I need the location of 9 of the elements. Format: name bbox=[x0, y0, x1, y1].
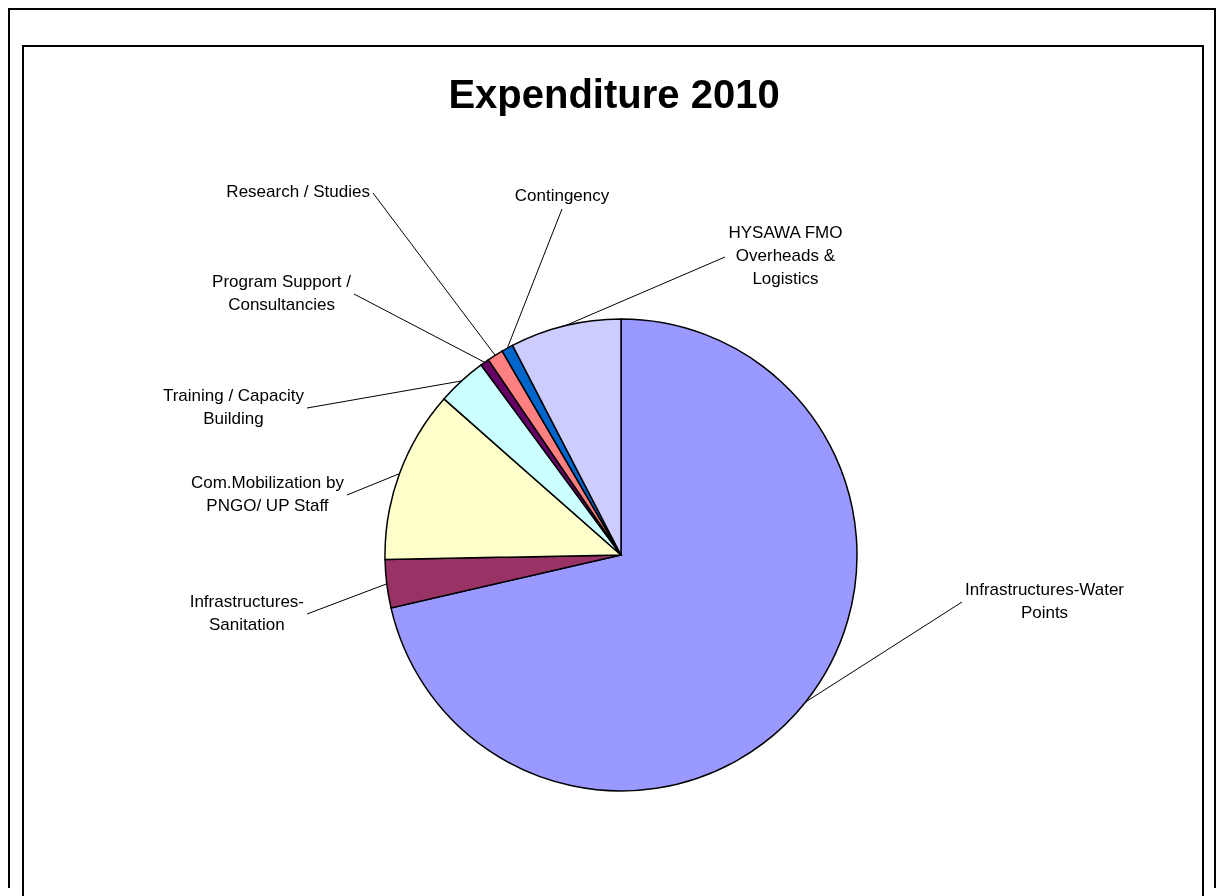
slice-label: Infrastructures-Water Points bbox=[964, 579, 1125, 622]
slice-label: Com.Mobilization by PNGO/ UP Staff bbox=[190, 472, 345, 515]
chart-title: Expenditure 2010 bbox=[447, 72, 781, 117]
slice-label: Infrastructures-Sanitation bbox=[189, 591, 304, 634]
slice-label: Research / Studies bbox=[226, 182, 371, 202]
slice-label: Training / Capacity Building bbox=[162, 385, 305, 428]
slice-label: HYSAWA FMO Overheads & Logistics bbox=[728, 223, 843, 289]
slice-label: Program Support / Consultancies bbox=[212, 271, 352, 314]
slice-label: Contingency bbox=[514, 186, 610, 206]
